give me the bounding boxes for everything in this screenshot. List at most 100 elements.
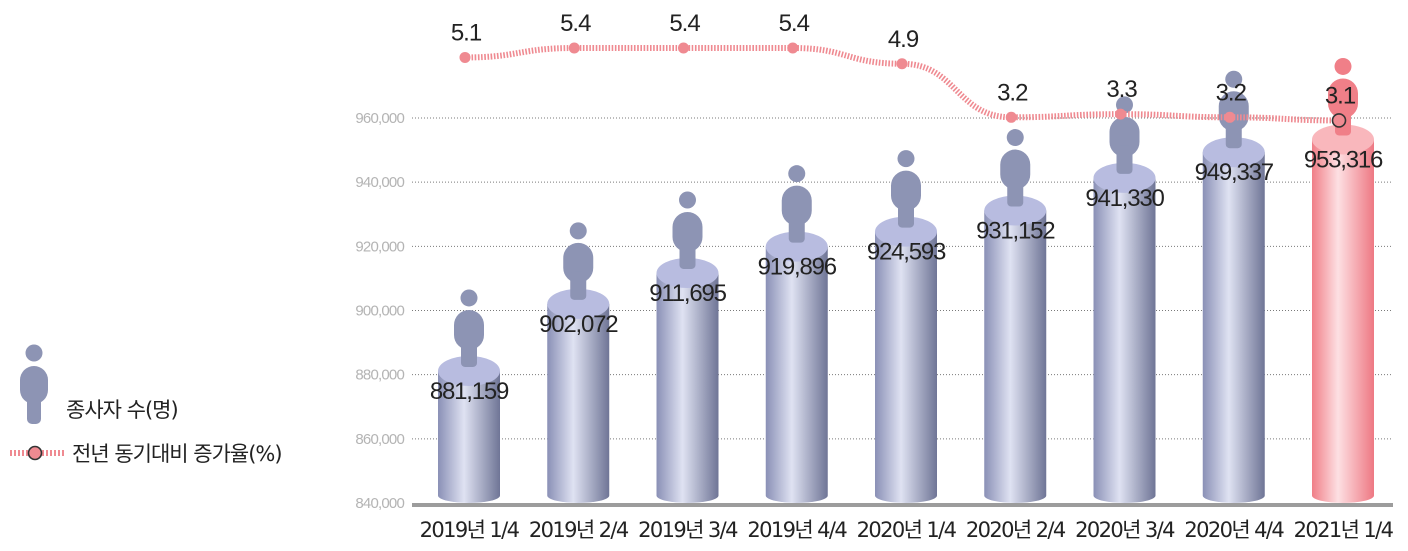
person-icon — [20, 344, 48, 424]
person-head — [1334, 57, 1352, 75]
bar-body — [765, 246, 828, 504]
line-marker-icon — [10, 445, 64, 461]
bar-body — [984, 210, 1047, 504]
person-legs — [898, 199, 914, 228]
growth-point — [459, 51, 471, 63]
person-body — [891, 170, 921, 211]
x-tick-label: 2019년 4/4 — [747, 518, 847, 542]
person-legs — [1225, 120, 1242, 149]
bar-value-label: 941,330 — [1085, 185, 1164, 212]
person-body — [781, 185, 812, 226]
person-icon — [891, 150, 921, 228]
growth-point — [1115, 108, 1126, 120]
person-head — [1225, 70, 1243, 88]
y-tick-label: 960,000 — [355, 110, 404, 127]
y-axis: 840,000 860,000 880,000 900,000 920,000 940,0… — [355, 110, 1393, 512]
growth-point — [568, 42, 580, 54]
person-icon — [563, 222, 594, 300]
bar-value-label: 949,337 — [1195, 159, 1274, 186]
person-body — [563, 242, 594, 283]
bar-top — [1093, 162, 1156, 193]
bar-value-label: 919,896 — [758, 254, 837, 281]
bar-body — [875, 231, 937, 504]
bar-body — [1202, 152, 1265, 504]
growth-point — [1331, 113, 1347, 128]
bar-top — [656, 257, 719, 288]
growth-point — [1224, 111, 1236, 123]
growth-point — [896, 58, 908, 70]
y-tick-label: 940,000 — [355, 174, 404, 191]
bar-body — [547, 303, 610, 504]
person-body — [672, 211, 703, 252]
bar-value-label: 931,152 — [976, 218, 1055, 245]
bar-value-label: 902,072 — [539, 311, 618, 338]
bar: 931,152 — [976, 129, 1056, 504]
growth-value-label: 4.9 — [888, 26, 919, 53]
y-tick-label: 860,000 — [355, 431, 404, 448]
growth-line: 5.1 5.4 5.4 5.4 4.9 3.2 3.3 3.2 3.1 — [451, 10, 1357, 128]
x-tick-label: 2020년 4/4 — [1184, 518, 1284, 542]
y-tick-label: 920,000 — [355, 238, 404, 255]
person-head — [788, 165, 806, 183]
bar-top — [765, 231, 828, 262]
person-body — [454, 309, 484, 350]
y-tick-label: 900,000 — [355, 303, 404, 320]
bar: 949,337 — [1195, 70, 1275, 504]
person-head — [679, 191, 696, 209]
bar-value-label: 911,695 — [649, 280, 726, 307]
x-tick-label: 2020년 3/4 — [1075, 518, 1175, 542]
bar: 881,159 — [430, 289, 510, 504]
growth-value-label: 5.1 — [451, 19, 482, 46]
bar-body — [1311, 139, 1374, 504]
x-tick-label: 2019년 3/4 — [638, 518, 738, 542]
bar: 911,695 — [649, 191, 728, 503]
bar-value-label: 953,316 — [1304, 146, 1383, 173]
x-tick-label: 2019년 1/4 — [420, 518, 520, 542]
bar-top — [547, 288, 610, 319]
person-legs — [679, 240, 696, 269]
bar-body — [438, 370, 500, 504]
y-tick-label: 880,000 — [355, 367, 404, 384]
person-body — [1000, 149, 1031, 190]
x-tick-label: 2021년 1/4 — [1294, 518, 1394, 542]
person-head — [897, 150, 915, 168]
bar-value-label: 881,159 — [430, 378, 509, 405]
legend: 종사자 수(명) 전년 동기대비 증가율(%) — [8, 340, 328, 480]
legend-label-employees: 종사자 수(명) — [66, 398, 179, 422]
person-head — [460, 289, 478, 307]
bar-top — [875, 216, 937, 247]
person-body — [1328, 78, 1358, 119]
bar: 953,316 — [1304, 57, 1384, 504]
person-legs — [1007, 178, 1024, 207]
person-legs — [1116, 145, 1133, 174]
bar-body — [1093, 177, 1156, 504]
legend-label-growth: 전년 동기대비 증가율(%) — [72, 442, 283, 466]
growth-value-label: 5.4 — [560, 10, 591, 37]
person-legs — [570, 271, 587, 300]
bar-top — [438, 355, 500, 386]
bar: 902,072 — [539, 222, 619, 504]
legend-item-growth: 전년 동기대비 증가율(%) — [8, 438, 283, 468]
growth-value-label: 5.4 — [669, 10, 700, 37]
person-head — [569, 222, 587, 240]
x-axis: 2019년 1/4 2019년 2/4 2019년 3/4 2019년 4/4 2020… — [420, 518, 1396, 542]
person-icon — [1000, 129, 1031, 207]
x-tick-label: 2020년 1/4 — [857, 518, 957, 542]
growth-point — [1005, 111, 1017, 123]
person-legs — [788, 214, 805, 243]
person-legs — [461, 338, 477, 367]
y-tick-label: 840,000 — [355, 495, 404, 512]
bar-value-label: 924,593 — [867, 239, 946, 266]
bar-top — [984, 195, 1047, 226]
person-icon — [672, 191, 703, 269]
person-icon — [781, 165, 812, 243]
x-axis-baseline — [412, 503, 1393, 507]
growth-value-label: 3.2 — [997, 79, 1028, 106]
x-tick-label: 2020년 2/4 — [966, 518, 1066, 542]
bar: 924,593 — [867, 150, 947, 504]
bars: 881,159 902,072 911,695 919,896 924,593 931,1… — [430, 57, 1384, 504]
person-icon — [454, 289, 484, 367]
growth-value-label: 3.1 — [1325, 82, 1356, 109]
legend-item-employees: 종사자 수(명) — [8, 340, 179, 430]
